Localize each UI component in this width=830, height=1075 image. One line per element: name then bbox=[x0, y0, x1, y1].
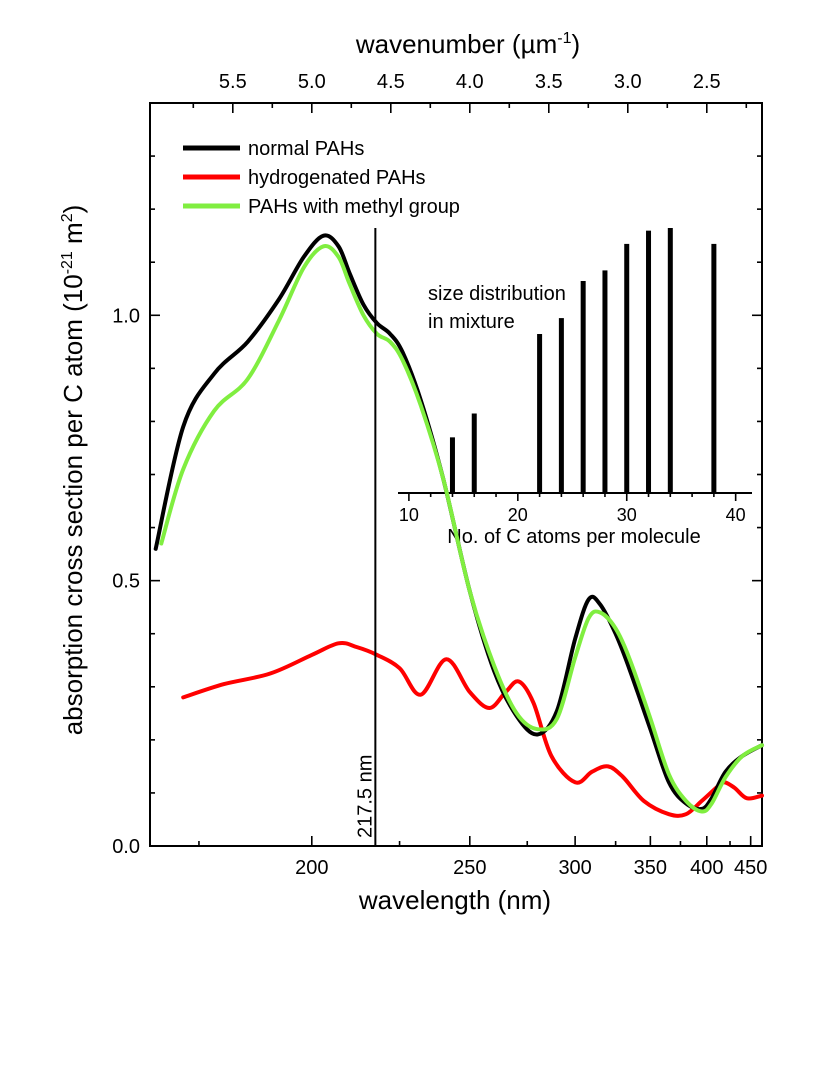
inset-title-line2: in mixture bbox=[428, 311, 515, 333]
x-tick-label-250: 250 bbox=[453, 857, 486, 879]
inset-bar-24 bbox=[558, 318, 564, 493]
y-tick-label-0.5: 0.5 bbox=[112, 571, 140, 593]
series-line-pahs-with-methyl-group bbox=[159, 244, 764, 814]
top-tick-label-5.5: 5.5 bbox=[219, 71, 247, 93]
inset-tick-label-40: 40 bbox=[726, 505, 746, 525]
inset-bar-22 bbox=[537, 334, 543, 493]
inset-bar-14 bbox=[449, 437, 455, 493]
x-axis-title: wavelength (nm) bbox=[358, 885, 551, 915]
top-x-axis: 5.5 5.0 4.5 4.0 3.5 3.0 2.5 bbox=[192, 71, 748, 113]
legend-label-hydrogenated-pahs: hydrogenated PAHs bbox=[248, 167, 426, 189]
x-tick-label-200: 200 bbox=[295, 857, 328, 879]
series-layer bbox=[153, 233, 764, 818]
x-tick-label-450: 450 bbox=[734, 857, 767, 879]
top-tick-label-4.5: 4.5 bbox=[377, 71, 405, 93]
inset-tick-label-30: 30 bbox=[617, 505, 637, 525]
legend-label-pahs-with-methyl-group: PAHs with methyl group bbox=[248, 196, 460, 218]
inset-bar-34 bbox=[667, 228, 673, 493]
top-tick-label-3: 3.0 bbox=[614, 71, 642, 93]
x-tick-label-350: 350 bbox=[634, 857, 667, 879]
top-tick-label-3.5: 3.5 bbox=[535, 71, 563, 93]
x-tick-label-300: 300 bbox=[558, 857, 591, 879]
inset-title-line1: size distribution bbox=[428, 283, 566, 305]
inset-bar-26 bbox=[580, 281, 586, 493]
top-tick-label-4: 4.0 bbox=[456, 71, 484, 93]
top-tick-label-2.5: 2.5 bbox=[693, 71, 721, 93]
inset-x-ticks: 10 20 30 40 bbox=[399, 493, 746, 525]
inset-x-axis-title: No. of C atoms per molecule bbox=[447, 526, 700, 548]
y-tick-label-0: 0.0 bbox=[112, 836, 140, 858]
y-tick-label-1: 1.0 bbox=[112, 305, 140, 327]
inset-bars bbox=[449, 228, 717, 493]
legend: normal PAHs hydrogenated PAHs PAHs with me… bbox=[183, 138, 460, 218]
inset-bar-32 bbox=[646, 230, 652, 493]
y-axis: 0.0 0.5 1.0 bbox=[112, 155, 762, 858]
legend-label-normal-pahs: normal PAHs bbox=[248, 138, 364, 160]
inset-bar-16 bbox=[471, 413, 477, 493]
top-axis-title: wavenumber (µm-1) bbox=[355, 29, 580, 59]
inset-size-distribution: 10 20 30 40 size distribution in mixture No… bbox=[398, 228, 752, 548]
inset-bar-28 bbox=[602, 270, 608, 493]
inset-tick-label-20: 20 bbox=[508, 505, 528, 525]
marker-217-label: 217.5 nm bbox=[354, 755, 376, 838]
inset-bar-30 bbox=[624, 243, 630, 493]
x-tick-label-400: 400 bbox=[690, 857, 723, 879]
bottom-x-axis: 200 250 300 350 400 450 bbox=[198, 836, 767, 879]
y-axis-title: absorption cross section per C atom (10-… bbox=[58, 205, 88, 736]
inset-tick-label-10: 10 bbox=[399, 505, 419, 525]
top-tick-label-5: 5.0 bbox=[298, 71, 326, 93]
inset-bar-38 bbox=[711, 243, 717, 493]
series-line-hydrogenated-pahs bbox=[181, 640, 764, 818]
